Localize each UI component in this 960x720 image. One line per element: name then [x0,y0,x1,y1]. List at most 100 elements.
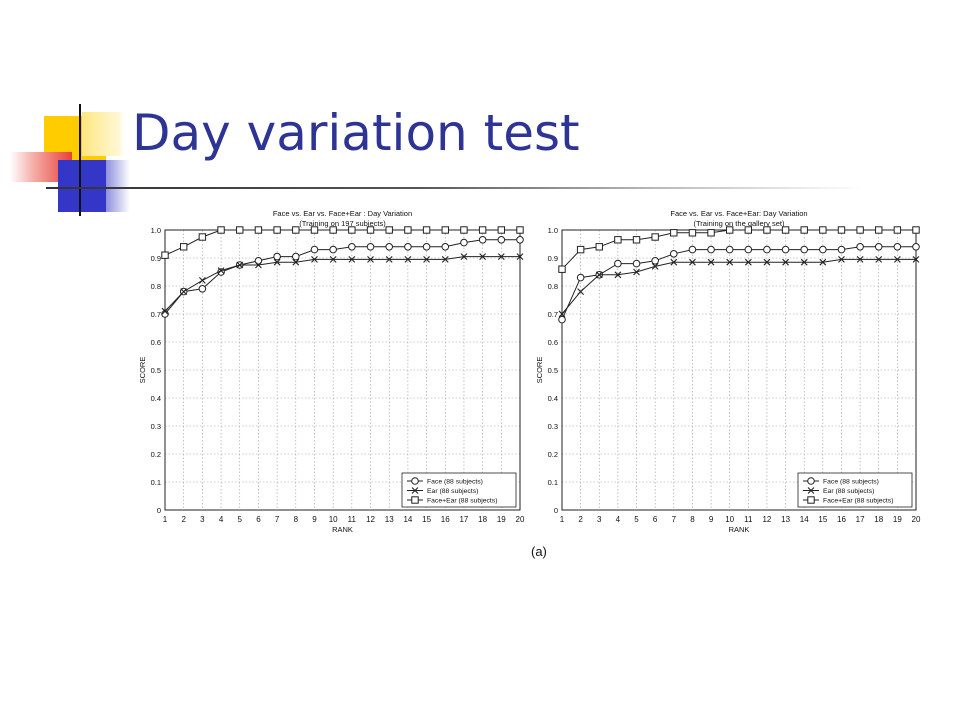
data-point [422,226,431,234]
x-tick-label: 12 [366,515,375,524]
legend-marker [807,487,815,494]
x-tick-label: 2 [578,515,583,524]
x-tick-label: 14 [403,515,412,524]
y-tick-label: 0.5 [151,366,161,375]
data-point [180,288,188,295]
data-point [497,236,506,244]
data-point [558,310,566,318]
data-point [893,226,902,234]
data-point [441,226,449,234]
legend-marker [411,496,419,504]
y-tick-label: 0.2 [151,450,161,459]
data-point [912,243,920,251]
legend-marker [807,496,815,504]
x-tick-label: 19 [893,515,902,524]
deco-yellow-glow [82,112,124,156]
data-point [595,271,603,279]
data-point [837,226,846,234]
x-tick-label: 5 [634,515,639,524]
legend-label: Face+Ear (88 subjects) [427,498,497,505]
data-point [800,258,808,266]
data-point [516,226,524,234]
x-tick-label: 16 [441,515,450,524]
data-point [404,256,412,263]
data-point [348,256,356,263]
data-point [875,256,883,263]
data-point [478,236,487,244]
data-point [763,226,771,234]
y-tick-label: 0.7 [151,310,161,319]
data-point [292,226,300,234]
data-point [478,226,487,234]
data-point [577,288,585,295]
data-point [707,229,715,237]
series-x [558,256,920,318]
data-point [800,245,809,254]
data-point [385,243,394,251]
chart-1: 1 2 3 4 5 6 7 8 9 10 11 12 13 14 15 16 17 18 19 2000.10.20.… [138,209,525,534]
data-point [198,233,207,241]
data-point [688,229,697,237]
x-tick-label: 8 [294,515,299,524]
y-tick-label: 0.9 [151,254,161,263]
x-tick-label: 6 [256,515,261,524]
x-tick-label: 13 [781,515,790,524]
deco-vertical-line [79,104,81,216]
x-tick-label: 18 [478,515,487,524]
legend-label: Ear (88 subjects) [427,488,478,495]
data-point [725,226,734,234]
data-point [460,253,468,260]
data-point [595,243,603,251]
data-point [217,267,225,274]
data-point [633,268,640,276]
series-line [164,239,520,315]
x-axis-label: RANK [332,525,353,534]
y-tick-label: 0.3 [548,422,558,431]
data-point [217,226,225,234]
data-point [404,226,412,234]
data-point [874,243,883,251]
x-tick-label: 13 [385,515,394,524]
y-tick-label: 0 [157,506,161,515]
x-tick-label: 9 [709,515,714,524]
y-tick-label: 0.1 [151,478,161,487]
series-circle [558,243,920,324]
x-tick-label: 19 [497,515,506,524]
data-point [497,226,506,234]
data-point [161,307,169,315]
data-point [254,257,263,265]
data-point [441,243,450,251]
y-tick-label: 0.8 [548,282,558,291]
deco-blue-square [58,160,106,212]
data-point [385,226,393,234]
data-point [744,226,753,234]
y-tick-label: 0.9 [548,254,558,263]
x-tick-label: 4 [219,515,224,524]
x-tick-label: 20 [516,515,525,524]
data-point [670,258,678,266]
data-point [366,243,375,251]
data-point [558,315,566,324]
x-tick-label: 10 [725,515,734,524]
data-point [198,285,207,293]
y-tick-label: 0.2 [548,450,558,459]
y-tick-label: 0.1 [548,478,558,487]
chart-2: 1 2 3 4 5 6 7 8 9 10 11 12 13 14 15 16 17 18 19 2000.10.20.… [535,209,921,534]
x-tick-label: 17 [856,515,865,524]
slide-title: Day variation test [132,104,580,162]
legend: Face (88 subjects) Ear (88 subjects) Face+… [797,472,913,508]
x-tick-label: 4 [616,515,621,524]
data-point [744,258,752,266]
legend-label: Face (88 subjects) [427,479,483,486]
data-point [255,261,262,269]
chart-title: Face vs. Ear vs. Face+Ear: Day Variation [670,209,807,218]
data-point [856,226,864,234]
data-point [725,245,734,254]
x-tick-label: 6 [653,515,658,524]
x-tick-label: 7 [275,515,280,524]
data-point [460,238,468,247]
data-point [310,245,319,254]
data-point [689,258,696,266]
figure-caption: (a) [531,544,547,559]
data-point [856,256,864,263]
